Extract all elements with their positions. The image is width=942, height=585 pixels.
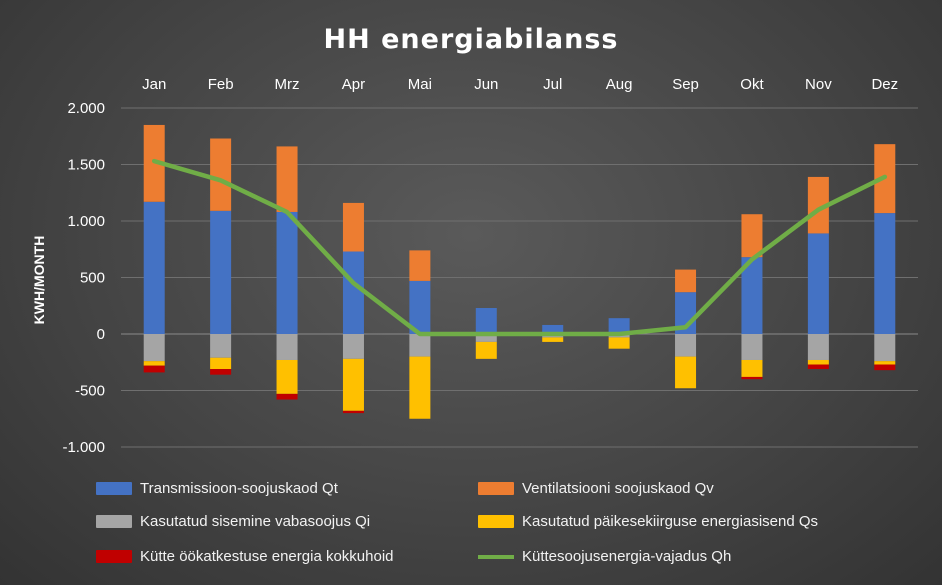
bar-segment (475, 334, 497, 342)
x-tick-label: Sep (672, 76, 699, 93)
gridlines (121, 107, 918, 448)
x-tick-label: Aug (606, 76, 633, 93)
bar-series (143, 124, 896, 419)
bar-segment (807, 334, 829, 360)
bar-segment (342, 202, 364, 252)
x-tick-label: Dez (871, 76, 898, 93)
bar-segment (276, 334, 298, 360)
x-tick-label: Jan (142, 76, 166, 93)
bar-segment (276, 146, 298, 212)
x-tick-label: Nov (805, 76, 832, 93)
bar-segment (276, 359, 298, 394)
bar-segment (675, 334, 697, 357)
line-series (151, 158, 888, 337)
bar-segment (807, 233, 829, 334)
bar-segment (409, 250, 431, 281)
bar-segment (807, 364, 829, 370)
y-tick-label: 1.000 (67, 213, 105, 230)
bar-segment (807, 176, 829, 234)
x-axis-ticks: Jan Feb Mrz Apr Mai Jun Jul Aug Sep Okt Nov Dez (142, 76, 898, 93)
bar-segment (143, 201, 165, 334)
bar-segment (542, 324, 564, 334)
bar-segment (276, 393, 298, 400)
bar-segment (143, 365, 165, 373)
bar-segment (342, 334, 364, 359)
bar-segment (741, 257, 763, 334)
bar-segment (342, 358, 364, 411)
x-tick-label: Jun (474, 76, 498, 93)
bar-segment (409, 334, 431, 357)
bar-segment (210, 369, 232, 375)
y-tick-label: -500 (75, 383, 105, 400)
bar-segment (276, 211, 298, 334)
bar-segment (874, 213, 896, 334)
x-tick-label: Mai (408, 76, 432, 93)
y-tick-label: -1.000 (62, 439, 105, 456)
y-axis-ticks: 2.000 1.500 1.000 500 0 -500 -1.000 (62, 100, 105, 456)
bar-segment (143, 334, 165, 362)
y-tick-label: 1.500 (67, 157, 105, 174)
bar-segment (342, 251, 364, 334)
x-tick-label: Okt (740, 76, 764, 93)
bar-segment (741, 334, 763, 360)
bar-segment (342, 410, 364, 414)
y-tick-label: 0 (97, 326, 105, 343)
bar-segment (874, 334, 896, 362)
bar-segment (874, 364, 896, 371)
bar-segment (210, 334, 232, 358)
bar-segment (608, 337, 630, 349)
y-axis-label: KWH/MONTH (31, 236, 47, 325)
y-tick-label: 2.000 (67, 100, 105, 117)
bar-segment (675, 356, 697, 389)
bar-segment (210, 357, 232, 370)
bar-segment (741, 214, 763, 258)
x-tick-label: Feb (208, 76, 234, 93)
bar-segment (675, 269, 697, 293)
y-tick-label: 500 (80, 270, 105, 287)
bar-segment (475, 308, 497, 334)
bar-segment (143, 361, 165, 366)
bar-segment (409, 280, 431, 334)
bar-segment (475, 341, 497, 359)
bar-segment (608, 318, 630, 334)
bar-segment (807, 359, 829, 365)
chart-title: HH energiabilanss (324, 24, 619, 55)
qh-line (151, 158, 888, 337)
bar-segment (741, 376, 763, 380)
bar-segment (542, 337, 564, 342)
bar-segment (741, 359, 763, 377)
bar-segment (210, 138, 232, 211)
x-tick-label: Jul (543, 76, 562, 93)
bar-segment (409, 356, 431, 419)
bar-segment (874, 361, 896, 365)
x-tick-label: Apr (342, 76, 365, 93)
bar-segment (210, 210, 232, 334)
x-tick-label: Mrz (275, 76, 300, 93)
